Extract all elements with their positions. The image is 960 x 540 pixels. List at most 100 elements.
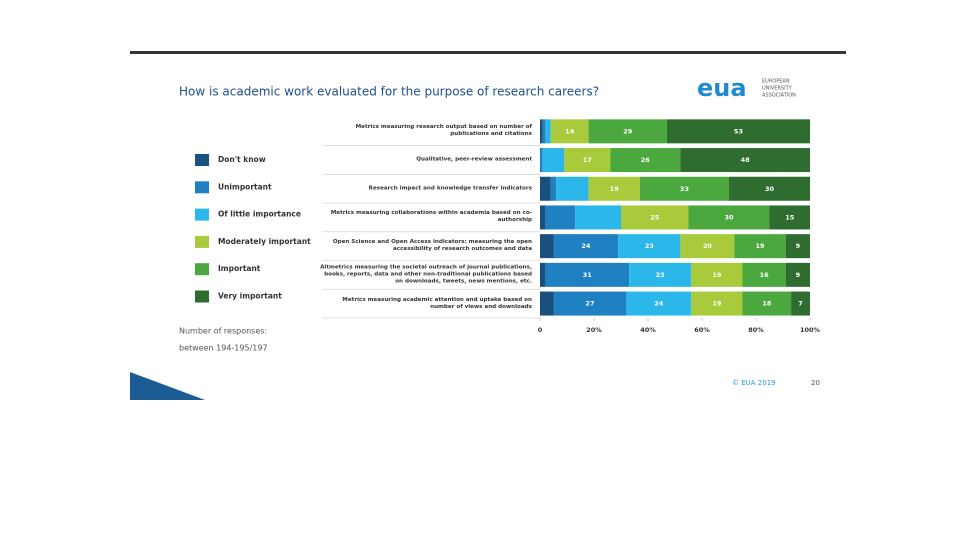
value-label: 23	[645, 242, 654, 250]
bar-segment	[618, 234, 681, 259]
bar-segment	[734, 234, 786, 259]
bar-segment	[553, 234, 619, 259]
legend-label: Moderately important	[218, 237, 311, 246]
legend-swatch	[195, 181, 209, 194]
copyright: © EUA 2019	[732, 379, 776, 387]
chart-title: How is academic work evaluated for the p…	[179, 85, 599, 99]
value-label: 14	[565, 127, 575, 135]
bar-segment	[588, 176, 640, 201]
x-tick-label: 40%	[640, 326, 656, 334]
legend-label: Unimportant	[218, 182, 272, 191]
x-tick-label: 80%	[748, 326, 764, 334]
value-label: 24	[581, 242, 591, 250]
x-tick-label: 60%	[694, 326, 710, 334]
bar-segment	[542, 148, 565, 173]
bar-segment	[626, 291, 692, 316]
legend-swatch	[195, 263, 209, 276]
value-label: 19	[756, 242, 766, 250]
category-label: Open Science and Open Access indicators:…	[332, 239, 532, 253]
value-label: 24	[654, 300, 664, 308]
bar-segment	[691, 262, 743, 287]
bar-segment	[540, 119, 543, 144]
category-label: Qualitative, peer-review assessment	[416, 156, 532, 163]
logo-name: EUROPEAN	[762, 79, 790, 85]
top-rule	[130, 51, 846, 54]
x-tick-label: 0	[538, 326, 543, 334]
value-label: 30	[724, 213, 734, 221]
bar-segment	[575, 205, 621, 230]
category-label: Metrics measuring collaborations within …	[330, 210, 532, 224]
bar-segment	[785, 234, 810, 259]
legend-label: Of little importance	[218, 210, 301, 219]
category-label: Metrics measuring academic attention and…	[342, 296, 532, 310]
bar-segment	[540, 176, 551, 201]
logo-name: ASSOCIATION	[762, 93, 796, 99]
bar-segment	[545, 262, 630, 287]
value-label: 25	[650, 213, 660, 221]
bar-segment	[742, 291, 792, 316]
value-label: 16	[760, 271, 770, 279]
x-tick-label: 20%	[586, 326, 602, 334]
legend-swatch	[195, 208, 209, 221]
value-label: 19	[712, 300, 722, 308]
value-label: 33	[680, 185, 689, 193]
value-label: 30	[765, 185, 775, 193]
value-label: 18	[762, 300, 772, 308]
bar-segment	[691, 291, 743, 316]
value-label: 9	[796, 271, 801, 279]
value-label: 23	[656, 271, 665, 279]
value-label: 17	[583, 156, 592, 164]
bar-segment	[742, 262, 786, 287]
value-label: 20	[703, 242, 713, 250]
bar-segment	[540, 234, 554, 259]
legend-swatch	[195, 290, 209, 303]
bar-segment	[553, 291, 627, 316]
legend-label: Important	[218, 264, 261, 273]
bar-segment	[688, 205, 770, 230]
logo-name: UNIVERSITY	[762, 86, 793, 92]
bar-segment	[545, 119, 551, 144]
category-label: Research impact and knowledge transfer i…	[368, 185, 532, 192]
bar-segment	[550, 119, 589, 144]
value-label: 19	[712, 271, 722, 279]
bar-segment	[680, 148, 810, 173]
x-tick-label: 100%	[800, 326, 821, 334]
value-label: 29	[623, 127, 633, 135]
category-label: Altmetrics measuring the societal outrea…	[320, 264, 532, 285]
legend-swatch	[195, 235, 209, 248]
category-label: Metrics measuring research output based …	[355, 124, 532, 138]
bar-segment	[621, 205, 689, 230]
legend-swatch	[195, 154, 209, 166]
page-number: 20	[811, 379, 820, 387]
value-label: 48	[741, 156, 751, 164]
bar-segment	[540, 205, 546, 230]
bar-segment	[540, 291, 554, 316]
bar-segment	[610, 148, 681, 173]
bar-segment	[550, 176, 557, 201]
bar-segment	[629, 262, 692, 287]
value-label: 15	[785, 213, 795, 221]
bar-segment	[588, 119, 667, 144]
value-label: 19	[610, 185, 620, 193]
bar-segment	[729, 176, 810, 201]
bar-segment	[564, 148, 611, 173]
bar-segment	[785, 262, 810, 287]
logo-mark: eua	[697, 74, 747, 102]
bar-segment	[769, 205, 810, 230]
note: between 194-195/197	[179, 344, 268, 353]
value-label: 26	[641, 156, 651, 164]
bar-segment	[791, 291, 810, 316]
bar-segment	[556, 176, 589, 201]
corner-triangle	[130, 372, 205, 400]
value-label: 53	[734, 127, 743, 135]
value-label: 9	[796, 242, 801, 250]
legend-label: Very important	[218, 292, 282, 301]
bar-segment	[639, 176, 729, 201]
value-label: 27	[585, 300, 594, 308]
bar-segment	[680, 234, 735, 259]
bar-segment	[666, 119, 810, 144]
bar-segment	[540, 262, 546, 287]
bar-segment	[545, 205, 576, 230]
